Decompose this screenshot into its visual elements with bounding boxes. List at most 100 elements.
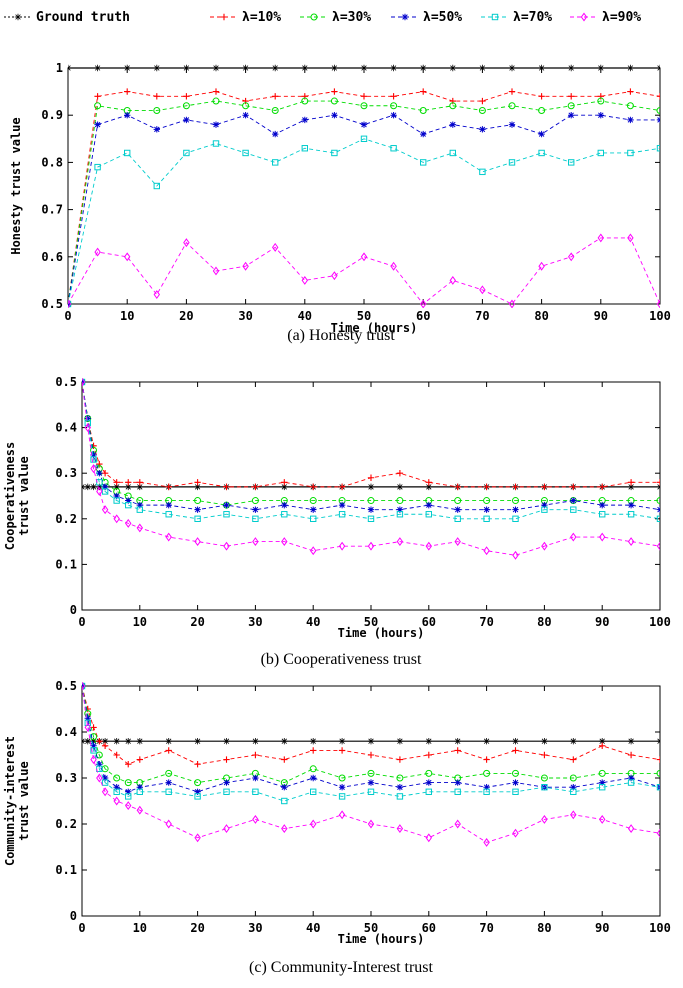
data-point [570, 497, 577, 504]
data-point [396, 774, 404, 782]
data-point [101, 483, 109, 491]
data-point [396, 511, 404, 518]
figure-caption: (c) Community-Interest trust [249, 959, 434, 976]
data-point [338, 774, 346, 782]
data-point [508, 159, 516, 166]
x-tick-label: 100 [649, 615, 671, 629]
data-point [338, 810, 346, 820]
data-point [281, 756, 288, 763]
x-tick-label: 50 [357, 309, 371, 323]
data-point [627, 751, 635, 759]
y-axis-label: Honesty trust value [9, 117, 23, 254]
data-point [82, 483, 86, 491]
data-point [656, 116, 660, 124]
data-point [627, 233, 634, 243]
data-point [136, 506, 144, 513]
data-point [360, 102, 368, 110]
legend-label: Ground truth [36, 10, 130, 25]
y-tick-label: 0.2 [55, 512, 77, 526]
data-point [656, 756, 660, 763]
data-point [599, 784, 606, 791]
x-tick-label: 100 [649, 921, 671, 935]
plot-area [82, 682, 660, 847]
data-point [113, 774, 121, 782]
data-point [396, 470, 404, 477]
data-point [656, 738, 660, 745]
series-line [68, 114, 660, 305]
data-point [68, 64, 72, 72]
data-point [541, 483, 548, 491]
data-point [84, 719, 91, 726]
data-point [310, 774, 317, 782]
data-point [153, 64, 160, 72]
data-point [223, 511, 230, 518]
data-point [367, 738, 375, 745]
data-point [165, 501, 172, 509]
legend-marker [580, 12, 588, 22]
data-point [367, 769, 375, 777]
data-point [598, 532, 606, 542]
data-point [153, 182, 161, 190]
data-point [165, 788, 172, 795]
data-point [194, 761, 201, 768]
data-point [512, 483, 519, 491]
data-point [425, 479, 432, 486]
data-point [90, 451, 97, 459]
y-axis-label: Community-interest [3, 736, 17, 866]
data-point [599, 779, 606, 786]
data-point [90, 742, 97, 749]
data-point [272, 64, 279, 72]
data-point [242, 102, 250, 110]
data-point [541, 541, 548, 551]
data-point [223, 541, 230, 551]
data-point [165, 779, 172, 786]
data-point [271, 106, 279, 114]
legend-marker [14, 13, 22, 21]
data-point [90, 738, 97, 745]
community-interest-trust-chart: 0 10 20 30 40 50 60 70 80 90 100 0 0.1 0.2 0.3 0.4 0.5 Ti… [0, 672, 683, 988]
data-point [568, 93, 575, 100]
data-point [153, 93, 160, 100]
legend-item: λ=30% [300, 10, 371, 25]
data-point [425, 511, 433, 518]
y-tick-label: 0.3 [55, 466, 77, 480]
y-tick-label: 0.4 [55, 725, 77, 739]
data-point [123, 252, 131, 262]
data-point [136, 483, 143, 491]
series-4 [82, 378, 660, 523]
data-point [252, 738, 259, 745]
data-point [627, 537, 635, 547]
data-point [425, 788, 433, 795]
data-point [627, 774, 635, 782]
data-point [124, 64, 131, 72]
data-point [627, 501, 635, 509]
data-point [425, 833, 433, 843]
data-point [125, 483, 132, 491]
data-point [396, 738, 404, 745]
data-point [96, 483, 103, 491]
series-line [68, 237, 660, 305]
data-point [568, 112, 575, 119]
data-point [281, 784, 288, 791]
honesty-trust-chart: 0 10 20 30 40 50 60 70 80 90 100 0.5 0.6 0.7 0.8 0.9 1 Ti… [0, 36, 683, 352]
data-point [599, 501, 606, 509]
data-point [183, 149, 190, 157]
x-tick-label: 0 [78, 615, 85, 629]
data-point [194, 483, 201, 491]
x-axis-label: Time (hours) [331, 321, 418, 335]
data-point [367, 474, 375, 481]
data-point [90, 483, 97, 491]
data-point [656, 145, 660, 152]
data-point [252, 515, 259, 523]
x-tick-label: 70 [479, 921, 493, 935]
data-point [113, 788, 120, 795]
data-point [656, 299, 660, 308]
data-point [627, 116, 634, 124]
data-point [212, 140, 220, 147]
series-line [82, 381, 660, 506]
data-point [136, 738, 143, 745]
data-point [367, 819, 375, 829]
data-point [656, 479, 660, 486]
legend-label: λ=30% [332, 10, 371, 25]
data-point [113, 483, 120, 491]
